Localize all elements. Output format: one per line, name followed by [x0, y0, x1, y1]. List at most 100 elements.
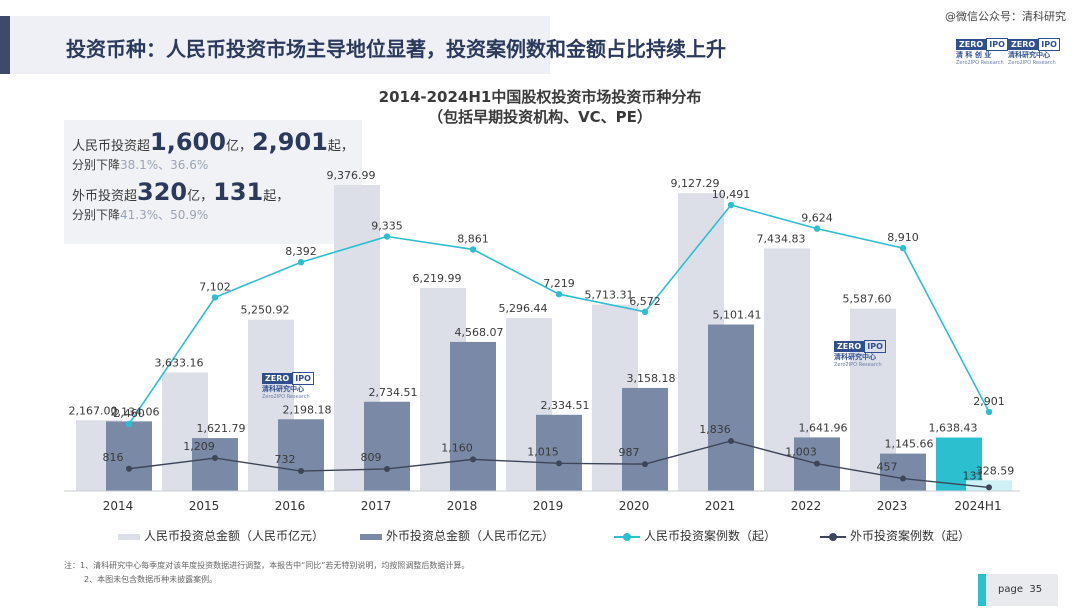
footnote-2: 2、本图未包含数据币种未披露案例。 — [84, 575, 218, 584]
label-rmb-amount-2020: 5,713.31 — [585, 289, 634, 302]
bar-fx-amount-2022 — [794, 437, 840, 491]
x-tick-2022: 2022 — [791, 499, 822, 513]
bar-fx-amount-2014 — [106, 421, 152, 491]
label-fx-amount-2014: 2,134.06 — [111, 405, 160, 418]
point-fx-count-2023 — [900, 475, 906, 482]
logo-ipo-text: IPO — [864, 340, 886, 353]
slide-title: 投资币种：人民币投资市场主导地位显著，投资案例数和金额占比持续上升 — [66, 37, 726, 61]
fx-decline: 41.3%、50.9% — [120, 208, 209, 222]
rmb-decline: 38.1%、36.6% — [120, 158, 209, 172]
x-tick-2024H1: 2024H1 — [954, 499, 1001, 513]
header-logo-right: ZERO IPO 清科研究中心 Zero2IPO Research — [1008, 32, 1060, 67]
point-fx-count-2020 — [642, 461, 648, 468]
x-tick-2014: 2014 — [103, 499, 134, 513]
fx-decline-line: 分别下降41.3%、50.9% — [72, 206, 208, 223]
bar-fx-amount-2015 — [192, 438, 238, 491]
bar-rmb-amount-2022 — [764, 248, 810, 491]
point-rmb-count-2019 — [555, 290, 563, 298]
point-fx-count-2024H1 — [986, 484, 992, 491]
point-fx-count-2015 — [212, 455, 218, 462]
unit-yi: 亿， — [225, 139, 252, 154]
bar-rmb-amount-2014 — [76, 420, 122, 491]
label-fx-count-2018: 1,160 — [441, 441, 473, 454]
label-fx-amount-2015: 1,621.79 — [197, 422, 246, 435]
chart-subtitle: （包括早期投资机构、VC、PE） — [428, 108, 652, 126]
x-tick-2018: 2018 — [447, 499, 478, 513]
x-tick-2017: 2017 — [361, 499, 392, 513]
label-fx-count-2015: 1,209 — [183, 440, 215, 453]
x-tick-2016: 2016 — [275, 499, 306, 513]
unit-qi: 起， — [263, 189, 290, 204]
unit-qi: 起， — [327, 139, 354, 154]
decline-prefix: 分别下降 — [72, 158, 121, 172]
label-rmb-count-2023: 8,910 — [887, 231, 919, 244]
label-rmb-count-2024H1: 2,901 — [973, 395, 1005, 408]
bar-rmb-amount-2016 — [248, 319, 294, 491]
rmb-summary-line: 人民币投资超1,600亿，2,901起， — [72, 128, 354, 156]
point-fx-count-2021 — [728, 437, 734, 444]
page-accent-bar — [978, 574, 986, 606]
label-fx-count-2022: 1,003 — [785, 446, 817, 459]
legend-item-rmb-amount: 人民币投资总金额（人民币亿元） — [118, 527, 324, 544]
legend-item-rmb-count: 人民币投资案例数（起） — [614, 527, 776, 544]
label-rmb-count-2022: 9,624 — [801, 212, 833, 225]
label-fx-amount-2019: 2,334.51 — [541, 399, 590, 412]
bar-rmb-amount-2018 — [420, 288, 466, 491]
label-rmb-count-2016: 8,392 — [285, 245, 317, 258]
logo-zero-text: ZERO — [1008, 39, 1039, 50]
page-indicator: page 35 — [978, 574, 1058, 606]
label-fx-amount-2023: 1,145.66 — [885, 438, 934, 451]
label-fx-amount-2020: 3,158.18 — [627, 372, 676, 385]
chart-title: 2014-2024H1中国股权投资市场投资币种分布 — [378, 88, 702, 106]
logo-zero-text: ZERO — [956, 39, 987, 50]
title-accent-bar — [0, 16, 10, 74]
point-rmb-count-2024H1 — [985, 408, 993, 416]
logo-cn-text: 清科研究中心 — [834, 353, 876, 361]
label-fx-count-2021: 1,836 — [699, 423, 731, 436]
point-fx-count-2019 — [556, 460, 562, 467]
point-rmb-count-2014 — [125, 420, 133, 428]
label-rmb-count-2015: 7,102 — [199, 280, 231, 293]
logo-cn-text: 清科研究中心 — [262, 385, 304, 393]
logo-ipo-text: IPO — [292, 372, 314, 385]
label-rmb-amount-2014: 2,167.00 — [69, 404, 118, 417]
legend-line — [614, 532, 640, 541]
watermark: @微信公众号：清科研究 — [945, 10, 1066, 23]
legend-label: 人民币投资总金额（人民币亿元） — [144, 529, 325, 543]
x-tick-2023: 2023 — [877, 499, 908, 513]
logo-cn-text: 清科研究中心 — [1008, 51, 1050, 59]
bar-fx-amount-2024H1 — [966, 480, 1012, 491]
fx-count: 131 — [213, 178, 264, 206]
point-rmb-count-2022 — [813, 225, 821, 232]
label-fx-count-2023: 457 — [877, 461, 898, 474]
x-tick-2020: 2020 — [619, 499, 650, 513]
footnote-1: 注：1、清科研究中心每季度对该年度投资数据进行调整，本报告中“同比”若无特别说明… — [64, 561, 470, 570]
bar-fx-amount-2023 — [880, 453, 926, 491]
label-rmb-count-2020: 6,572 — [629, 295, 661, 308]
bar-rmb-amount-2021 — [678, 193, 724, 491]
point-fx-count-2018 — [470, 456, 476, 463]
logo-ipo-text: IPO — [1038, 38, 1060, 51]
label-rmb-amount-2023: 5,587.60 — [843, 293, 892, 306]
label-fx-count-2019: 1,015 — [527, 445, 559, 458]
bar-fx-amount-2017 — [364, 401, 410, 491]
label-fx-count-2014: 816 — [103, 451, 124, 464]
label-fx-amount-2016: 2,198.18 — [283, 403, 332, 416]
bar-rmb-amount-2015 — [162, 372, 208, 491]
label-fx-count-2024H1: 131 — [963, 469, 984, 482]
label-fx-amount-2021: 5,101.41 — [713, 309, 762, 322]
page-number: page 35 — [998, 584, 1042, 595]
label-rmb-count-2021: 10,491 — [712, 188, 751, 201]
point-rmb-count-2021 — [727, 201, 735, 209]
bar-fx-amount-2020 — [622, 387, 668, 491]
rmb-decline-line: 分别下降38.1%、36.6% — [72, 156, 208, 173]
point-rmb-count-2016 — [297, 259, 305, 266]
fx-summary-line: 外币投资超320亿，131起， — [72, 178, 289, 206]
point-rmb-count-2018 — [469, 246, 477, 253]
label-fx-amount-2022: 1,641.96 — [799, 421, 848, 434]
legend-label: 外币投资总金额（人民币亿元） — [386, 529, 555, 543]
rmb-prefix: 人民币投资超 — [72, 139, 151, 154]
label-fx-amount-2018: 4,568.07 — [455, 326, 504, 339]
logo-en-text: Zero2IPO Research — [834, 362, 882, 368]
unit-yi: 亿， — [187, 189, 214, 204]
